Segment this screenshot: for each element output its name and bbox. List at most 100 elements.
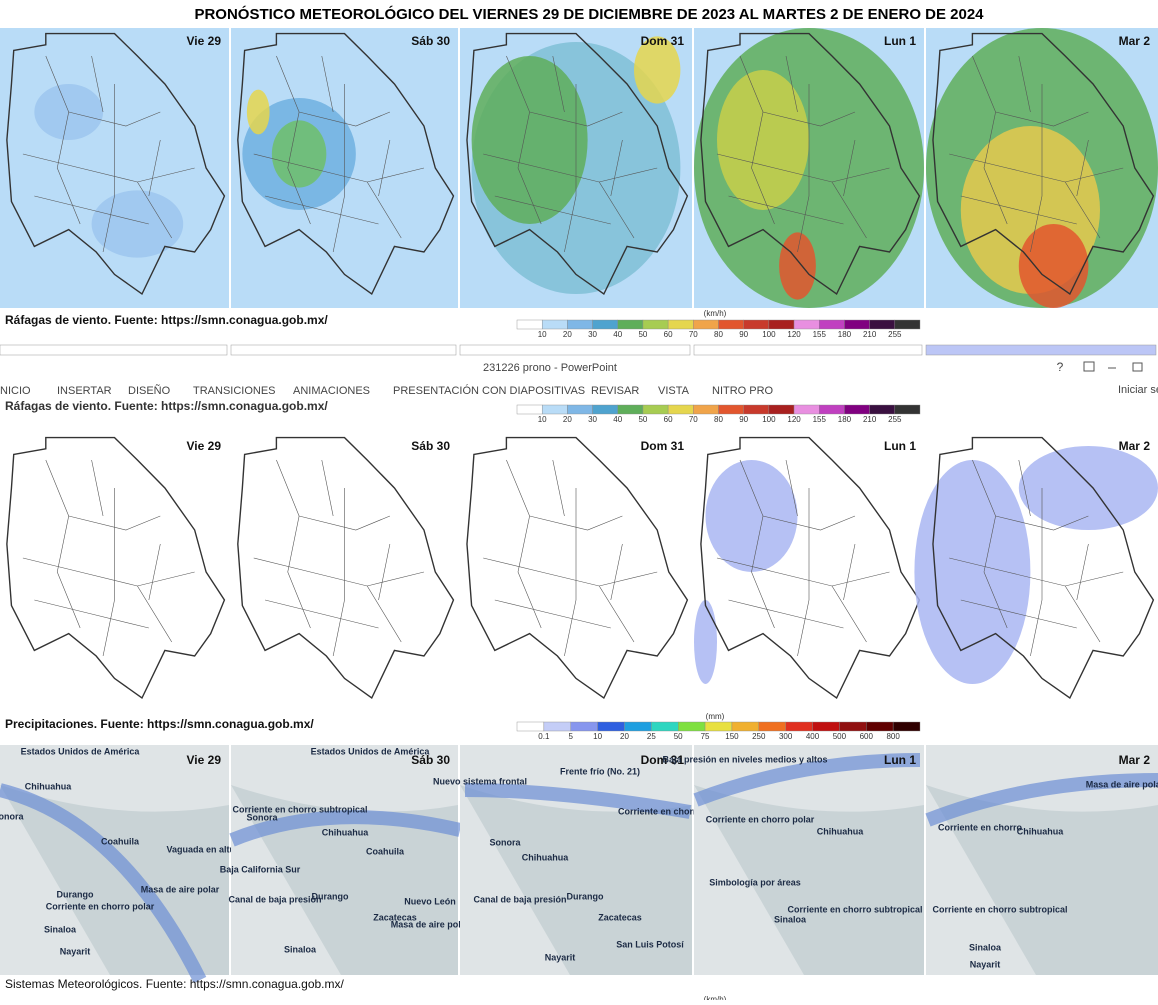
municipal-boundary (785, 459, 798, 517)
map-label: Corriente en chorro (618, 806, 703, 816)
legend-unit: (km/h) (704, 309, 727, 318)
legend-label: 20 (620, 732, 629, 741)
legend-swatch (567, 319, 593, 330)
municipal-boundary (598, 585, 635, 643)
legend-swatch (543, 721, 571, 732)
legend-label: 10 (538, 415, 547, 424)
map-label: Sonora (489, 837, 521, 847)
legend-label: 10 (593, 732, 602, 741)
legend-swatch (869, 404, 896, 415)
municipal-boundary (762, 111, 856, 127)
legend-swatch (844, 404, 870, 415)
legend-label: 75 (701, 732, 710, 741)
legend-swatch (693, 404, 719, 415)
legend-label: 100 (762, 330, 776, 339)
legend-swatch (866, 721, 894, 732)
legend-label: 60 (664, 415, 673, 424)
system-panel: Lun 1 Baja presión en niveles medios y al… (662, 745, 924, 975)
legend-label: 40 (613, 415, 622, 424)
legend-swatch (793, 404, 820, 415)
municipal-boundary (552, 55, 565, 113)
help-button[interactable]: ? (1057, 360, 1064, 374)
municipal-boundary (253, 557, 425, 587)
municipal-boundary (68, 111, 161, 127)
legend-label: 20 (563, 415, 572, 424)
legend-swatch (642, 404, 669, 415)
menu-tab[interactable]: PRESENTACIÓN CON DIAPOSITIVAS (393, 384, 585, 397)
legend-swatch (839, 721, 867, 732)
legend-swatch (718, 404, 744, 415)
legend-swatch (541, 319, 568, 330)
map-label: Chihuahua (322, 827, 369, 837)
municipal-boundary (45, 55, 81, 225)
municipal-boundary (1064, 181, 1101, 239)
map-label: Durango (567, 891, 605, 901)
legend-label: 50 (674, 732, 683, 741)
municipal-boundary (716, 153, 890, 183)
day-label: Mar 2 (1119, 439, 1151, 453)
legend-label: 30 (588, 415, 597, 424)
legend-label: 70 (689, 415, 698, 424)
map-label: Masa de aire polar (141, 884, 220, 894)
legend-swatch (869, 319, 896, 330)
municipal-boundary (529, 515, 623, 531)
menu-tab[interactable]: NICIO (0, 385, 31, 397)
municipal-boundary (34, 195, 149, 225)
legend-swatch (597, 721, 625, 732)
state-outline (6, 436, 226, 700)
municipal-boundary (276, 55, 311, 225)
map-label: Sinaloa (284, 944, 317, 954)
municipal-boundary (843, 543, 856, 601)
map-label: Sonora (0, 811, 24, 821)
menu-tab[interactable]: TRANSICIONES (193, 385, 276, 397)
legend-label: 155 (813, 330, 827, 339)
legend-swatch (785, 721, 813, 732)
municipal-boundary (253, 153, 425, 183)
sign-in[interactable]: Iniciar se (1118, 384, 1158, 396)
menu-tab[interactable]: INSERTAR (57, 385, 112, 397)
map-fragment (693, 344, 923, 356)
menu-tab[interactable]: VISTA (658, 385, 690, 397)
menu-tab[interactable]: ANIMACIONES (293, 385, 370, 397)
map-label: Durango (57, 889, 95, 899)
municipal-boundary (1030, 84, 1043, 253)
restore-button[interactable] (1132, 362, 1143, 372)
municipal-boundary (831, 181, 867, 239)
municipal-boundary (843, 139, 856, 197)
legend-swatch (567, 404, 593, 415)
legend-swatch (704, 721, 733, 732)
legend-label: 400 (806, 732, 820, 741)
map-label: Corriente en chorro subtropical (787, 904, 922, 914)
menu-tab[interactable]: REVISAR (591, 385, 639, 397)
map-label: Chihuahua (25, 781, 72, 791)
precip-area (271, 120, 327, 188)
day-label: Vie 29 (187, 34, 222, 48)
legend-label: 180 (838, 415, 852, 424)
municipal-boundary (91, 55, 104, 113)
ribbon-display-button[interactable] (1083, 361, 1095, 372)
day-label: Sáb 30 (411, 34, 450, 48)
legend-swatch (768, 319, 795, 330)
precip-area (779, 232, 816, 300)
state-outline (932, 32, 1155, 296)
day-label: Dom 31 (641, 439, 685, 453)
jet-stream (464, 783, 692, 819)
municipal-boundary (1018, 55, 1031, 113)
municipal-boundary (1076, 543, 1089, 601)
menu-tab[interactable]: NITRO PRO (712, 385, 774, 397)
legend-swatch (844, 319, 870, 330)
jet-stream (229, 810, 462, 847)
municipal-boundary (610, 543, 623, 601)
municipal-boundary (264, 599, 379, 629)
precip-area (717, 70, 809, 210)
legend-label: 90 (739, 415, 748, 424)
legend-label: 10 (538, 330, 547, 339)
legend-swatch (592, 319, 618, 330)
map-label: Canal de baja presión (228, 894, 321, 904)
municipal-boundary (68, 515, 161, 531)
menu-tab[interactable]: DISEÑO (128, 384, 171, 397)
legend-label: 180 (838, 330, 852, 339)
